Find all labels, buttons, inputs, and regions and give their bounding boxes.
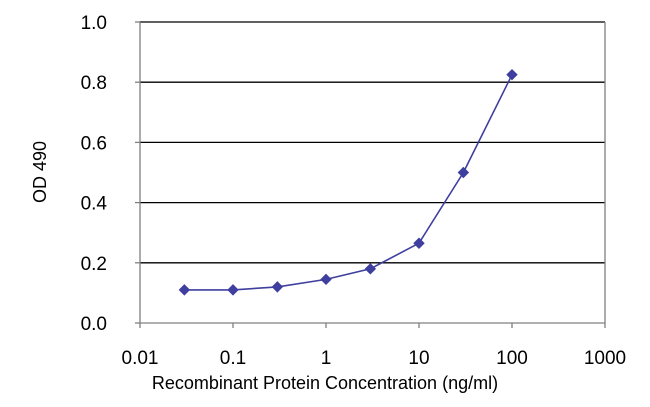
y-tick-label-3: 0.6	[81, 133, 107, 154]
x-tick-label-2: 1	[321, 348, 332, 369]
y-tick-label-0: 0.0	[81, 314, 107, 335]
x-tick-label-4: 100	[496, 348, 528, 369]
y-tick-label-4: 0.8	[81, 73, 107, 94]
x-tick-label-5: 1000	[584, 348, 626, 369]
y-tick-label-2: 0.4	[81, 194, 108, 215]
x-tick-label-3: 10	[408, 348, 429, 369]
x-tick-label-1: 0.1	[220, 348, 246, 369]
x-axis-title: Recombinant Protein Concentration (ng/ml…	[152, 373, 498, 393]
y-tick-label-1: 0.2	[81, 254, 107, 275]
y-axis-title: OD 490	[30, 141, 50, 203]
x-tick-label-0: 0.01	[122, 348, 159, 369]
y-tick-label-5: 1.0	[81, 13, 107, 34]
plot-area	[140, 22, 605, 323]
